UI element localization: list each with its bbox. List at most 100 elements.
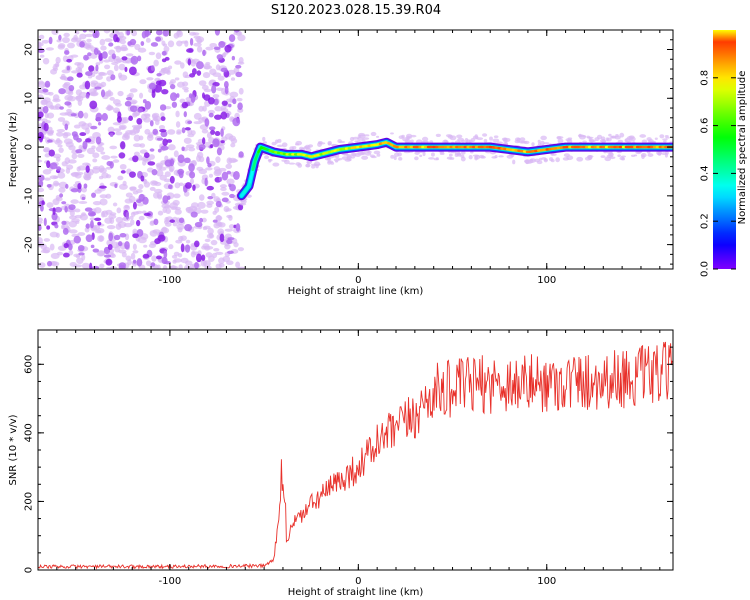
noise-blob (90, 125, 98, 130)
ridge-halo (276, 144, 284, 148)
noise-speckle (136, 202, 144, 207)
noise-speckle (46, 112, 55, 119)
noise-speckle (201, 245, 207, 250)
noise-speckle (164, 171, 171, 178)
noise-blob (235, 223, 241, 232)
noise-speckle (71, 153, 78, 160)
noise-speckle (118, 35, 127, 41)
noise-speckle (38, 34, 45, 40)
noise-blob (150, 262, 156, 267)
noise-blob (231, 55, 236, 61)
noise-blob (208, 112, 214, 118)
ridge-halo (501, 137, 507, 141)
noise-blob (161, 50, 167, 56)
noise-blob (143, 152, 150, 159)
noise-blob (218, 40, 226, 48)
noise-speckle (101, 155, 111, 160)
noise-speckle (161, 203, 170, 209)
noise-blob (220, 128, 224, 137)
noise-speckle (44, 112, 49, 119)
noise-blob (221, 197, 229, 203)
noise-blob (73, 235, 82, 244)
noise-speckle (62, 132, 69, 139)
noise-blob (132, 155, 139, 163)
noise-speckle (43, 238, 51, 242)
noise-speckle (198, 80, 207, 86)
snr-xlabel: Height of straight line (km) (288, 587, 424, 598)
noise-speckle (193, 42, 202, 47)
noise-blob (125, 97, 133, 101)
ridge-halo (297, 163, 303, 168)
noise-blob (98, 185, 107, 189)
noise-speckle (139, 79, 147, 85)
noise-blob (227, 250, 234, 255)
noise-blob (97, 221, 102, 226)
noise-blob (85, 71, 93, 77)
noise-speckle (47, 126, 53, 131)
noise-speckle (164, 155, 169, 161)
noise-speckle (77, 153, 85, 159)
noise-speckle (143, 244, 148, 248)
noise-blob (177, 154, 185, 164)
noise-blob (162, 30, 170, 37)
ridge-halo (262, 136, 266, 142)
noise-blob (75, 149, 83, 154)
noise-speckle (106, 224, 116, 230)
noise-blob (213, 98, 219, 106)
noise-blob (208, 126, 216, 131)
ridge-halo (288, 162, 296, 165)
noise-speckle (117, 221, 127, 229)
noise-speckle (137, 47, 147, 53)
colorbar-tick-label: 0.2 (700, 213, 711, 229)
noise-speckle (174, 77, 180, 81)
noise-blob (226, 170, 231, 175)
noise-speckle (200, 209, 209, 214)
noise-blob (155, 255, 162, 260)
noise-blob (43, 122, 49, 132)
noise-speckle (131, 101, 137, 105)
noise-blob (124, 66, 128, 73)
noise-speckle (38, 262, 46, 268)
noise-speckle (99, 198, 108, 206)
noise-speckle (158, 124, 166, 130)
noise-blob (120, 141, 126, 150)
noise-blob (61, 201, 67, 205)
noise-speckle (201, 129, 209, 134)
noise-speckle (64, 157, 71, 165)
ridge-halo (446, 156, 453, 160)
noise-blob (129, 38, 137, 46)
ridge-halo (456, 134, 463, 139)
ridge-halo (460, 156, 466, 162)
ridge-halo (364, 134, 370, 137)
noise-blob (232, 98, 237, 105)
noise-speckle (86, 38, 92, 43)
noise-speckle (41, 118, 48, 123)
noise-speckle (61, 36, 70, 44)
ridge-halo (246, 194, 252, 198)
noise-speckle (52, 153, 62, 159)
noise-blob (193, 240, 200, 248)
noise-blob (180, 243, 185, 253)
noise-speckle (228, 224, 235, 229)
noise-speckle (198, 168, 208, 175)
ridge-halo (525, 161, 532, 164)
noise-blob (92, 31, 98, 39)
noise-blob (40, 204, 44, 212)
noise-speckle (217, 228, 225, 236)
noise-blob (167, 195, 171, 200)
ridge-halo (333, 158, 340, 162)
noise-speckle (156, 169, 164, 177)
noise-speckle (132, 190, 139, 195)
noise-speckle (96, 250, 106, 257)
snr-ytick-label: 0 (24, 567, 35, 573)
ridge-halo (468, 139, 473, 143)
ridge-halo (606, 137, 612, 142)
noise-blob (76, 137, 82, 143)
noise-speckle (220, 107, 229, 113)
noise-speckle (45, 47, 54, 51)
noise-blob (129, 171, 136, 178)
noise-blob (189, 38, 194, 46)
noise-speckle (91, 145, 96, 150)
noise-speckle (146, 260, 152, 267)
noise-speckle (115, 131, 123, 136)
